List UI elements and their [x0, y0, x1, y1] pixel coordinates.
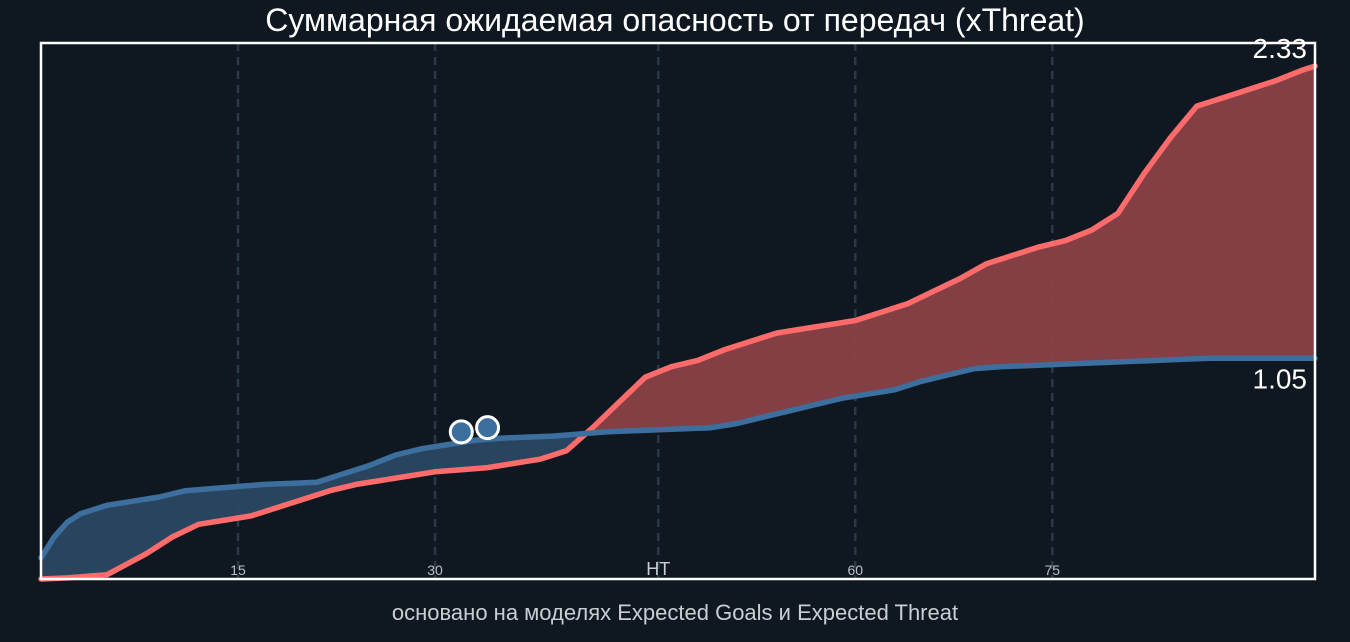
- fill-region-away-1: [585, 66, 1315, 434]
- marker-layer: [448, 415, 501, 445]
- line-layer: [38, 63, 1318, 582]
- fill-layer: [41, 66, 1315, 579]
- x-tick-ht: HT: [646, 559, 670, 579]
- x-tick-15: 15: [230, 562, 246, 578]
- home-line: [38, 355, 1318, 561]
- chart-subtitle: основано на моделях Expected Goals и Exp…: [391, 600, 959, 625]
- goal-marker-2: [475, 415, 501, 441]
- home-final-label: 1.05: [1253, 363, 1308, 394]
- away-final-label: 2.33: [1253, 33, 1308, 64]
- fill-region-home-0: [41, 433, 586, 579]
- away-line: [38, 63, 1318, 582]
- x-tick-60: 60: [848, 562, 864, 578]
- goal-marker-1: [448, 419, 474, 445]
- chart-title: Суммарная ожидаемая опасность от передач…: [265, 2, 1085, 38]
- x-tick-30: 30: [427, 562, 443, 578]
- label-layer: 2.33 1.05: [1253, 33, 1308, 394]
- tick-layer: 15 30 HT 60 75: [230, 559, 1060, 579]
- plot-frame: [39, 41, 1317, 581]
- x-tick-75: 75: [1045, 562, 1061, 578]
